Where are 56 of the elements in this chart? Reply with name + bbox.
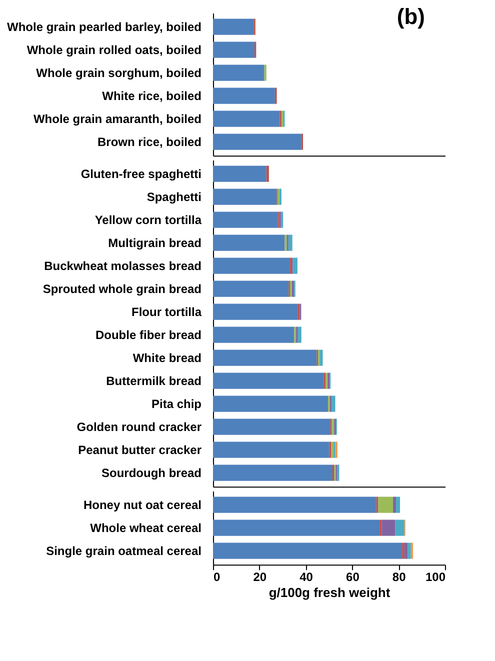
y-tick-label: Whole grain sorghum, boiled xyxy=(36,66,202,80)
y-tick-label: Multigrain bread xyxy=(108,236,202,250)
x-tick-label: 60 xyxy=(346,570,360,584)
bar xyxy=(332,396,336,412)
bar xyxy=(213,188,277,205)
y-tick-label: Peanut butter cracker xyxy=(78,442,202,457)
bar xyxy=(213,166,266,182)
y-tick-label: Whole grain rolled oats, boiled xyxy=(26,42,202,57)
y-tick-label: Buttermilk bread xyxy=(106,374,202,388)
bar xyxy=(213,304,298,320)
y-tick-label: Buckwheat molasses bread xyxy=(44,258,202,273)
y-tick-label: Brown rice, boiled xyxy=(97,134,202,149)
bar xyxy=(213,234,285,251)
chart-title: (b) xyxy=(396,4,425,29)
bar xyxy=(213,350,317,366)
y-tick-label: Yellow corn tortilla xyxy=(94,212,202,227)
bar xyxy=(213,396,328,412)
bar xyxy=(213,64,264,81)
y-tick-label: Single grain oatmeal cereal xyxy=(46,544,202,558)
bar xyxy=(288,234,292,251)
y-tick-label: Honey nut oat cereal xyxy=(83,498,202,512)
y-tick-label: Sprouted whole grain bread xyxy=(42,282,202,296)
bar xyxy=(213,442,330,458)
bar xyxy=(266,166,269,182)
y-tick-label: Double fiber bread xyxy=(95,328,202,342)
bar xyxy=(213,280,289,297)
bar xyxy=(213,18,254,35)
bar xyxy=(213,464,332,481)
y-tick-label: Gluten-free spaghetti xyxy=(80,166,202,181)
bar xyxy=(213,372,324,389)
x-tick-label: 0 xyxy=(214,570,220,584)
bar xyxy=(213,258,290,274)
bar xyxy=(298,326,302,343)
bar xyxy=(213,212,278,228)
x-tick-label: 80 xyxy=(392,570,406,584)
y-tick-label: Sourdough bread xyxy=(102,466,202,480)
x-axis-title: g/100g fresh weight xyxy=(268,585,391,600)
bar xyxy=(213,134,302,150)
y-tick-label: Whole grain amaranth, boiled xyxy=(33,112,202,126)
x-tick-label: 40 xyxy=(300,570,314,584)
y-tick-label: Spaghetti xyxy=(146,190,202,204)
y-tick-label: Whole grain pearled barley, boiled xyxy=(7,20,202,34)
y-tick-label: Golden round cracker xyxy=(76,420,202,434)
bar xyxy=(213,418,330,435)
x-tick-label: 100 xyxy=(425,570,446,584)
bar xyxy=(213,88,275,104)
y-tick-label: Pita chip xyxy=(151,396,202,411)
bar xyxy=(292,258,298,274)
y-tick-label: Flour tortilla xyxy=(132,304,202,319)
bar xyxy=(213,110,280,127)
y-tick-label: White bread xyxy=(132,350,202,365)
bar xyxy=(213,42,255,58)
y-tick-label: White rice, boiled xyxy=(102,88,202,103)
x-tick-label: 20 xyxy=(253,570,267,584)
y-tick-label: Whole wheat cereal xyxy=(90,520,202,535)
bar xyxy=(213,326,294,343)
